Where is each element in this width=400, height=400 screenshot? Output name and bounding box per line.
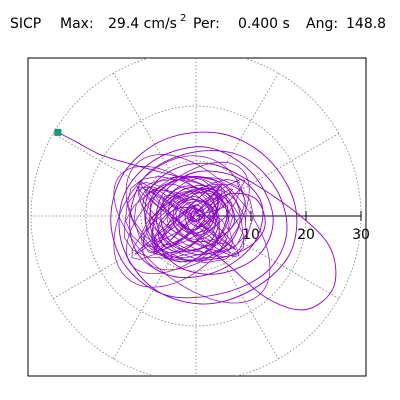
marker-layer <box>54 128 62 136</box>
grid-spoke-300 <box>223 263 279 360</box>
plot-frame <box>27 57 367 377</box>
grid-spoke-150 <box>52 133 149 189</box>
max-unit-exponent: 2 <box>180 13 187 24</box>
station-code: SICP <box>10 16 42 32</box>
header-line: SICP Max: 29.4 cm/s 2 Per: 0.400 s Ang: … <box>0 0 400 40</box>
period-value: 0.400 s <box>238 16 290 32</box>
radial-tick-label-10: 10 <box>242 227 260 243</box>
grid-spoke-210 <box>52 243 149 299</box>
grid-spoke-240 <box>113 263 169 360</box>
radial-tick-label-20: 20 <box>297 227 315 243</box>
max-label: Max: <box>60 16 94 32</box>
radial-axis: 10 20 30 <box>196 211 370 243</box>
motion-trace-core <box>124 175 254 264</box>
trace-layer <box>57 131 337 311</box>
angle-label: Ang: <box>306 16 339 32</box>
start-marker <box>54 128 62 136</box>
radial-tick-label-30: 30 <box>352 227 370 243</box>
angle-value: 148.8 <box>346 16 387 32</box>
max-value: 29.4 cm/s <box>108 16 177 32</box>
grid-spoke-60 <box>223 72 279 169</box>
grid-spoke-30 <box>243 133 340 189</box>
grid-spoke-120 <box>113 72 169 169</box>
motion-trace-orbits <box>113 154 271 304</box>
period-label: Per: <box>193 16 220 32</box>
grid-spoke-330 <box>243 243 340 299</box>
